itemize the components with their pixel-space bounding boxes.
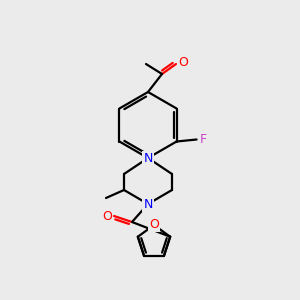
Text: O: O (102, 209, 112, 223)
Text: N: N (143, 197, 153, 211)
Text: N: N (143, 152, 153, 164)
Text: O: O (178, 56, 188, 68)
Text: F: F (200, 133, 207, 146)
Text: O: O (149, 218, 159, 230)
